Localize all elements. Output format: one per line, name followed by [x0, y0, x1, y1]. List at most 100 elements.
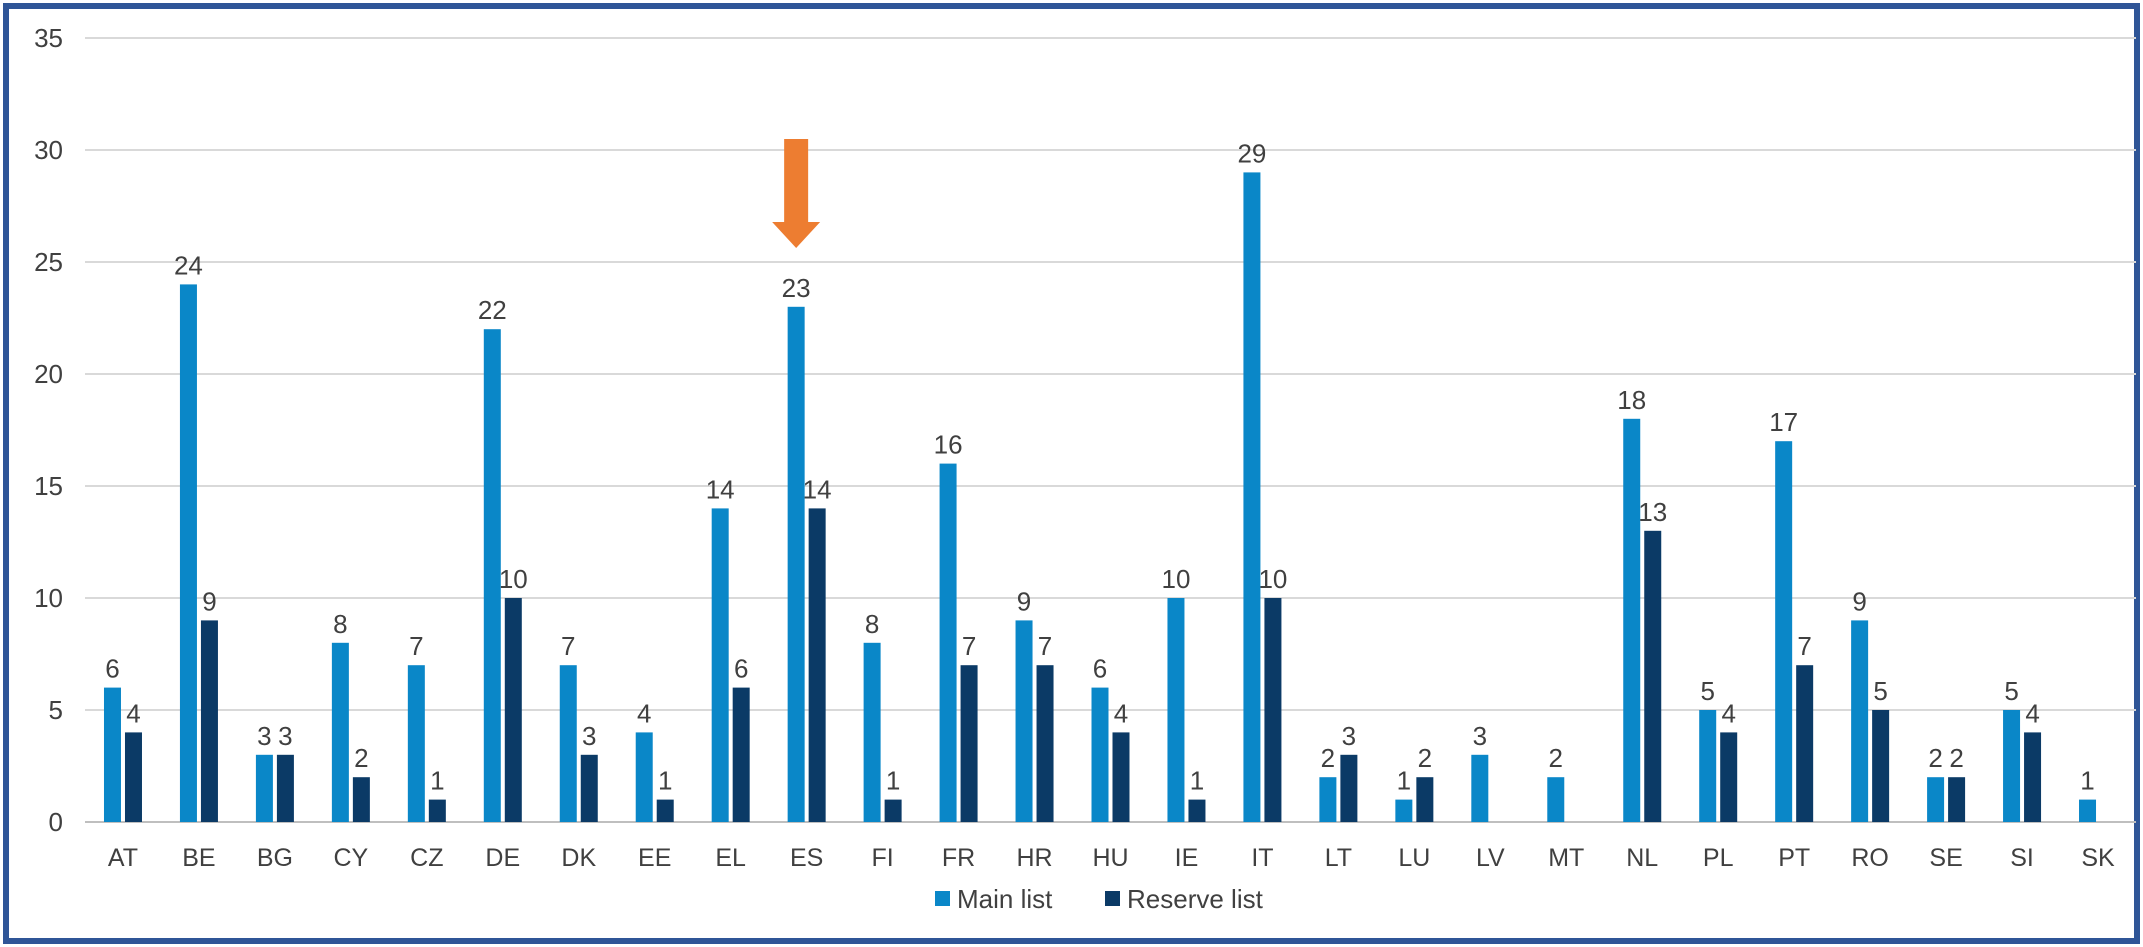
data-label: 6	[105, 654, 119, 684]
bar-reserve-list	[732, 687, 750, 822]
bar-main-list	[1547, 777, 1565, 822]
bar-main-list	[407, 665, 425, 822]
bar-reserve-list	[200, 620, 218, 822]
bar-main-list	[103, 687, 121, 822]
data-label: 4	[2025, 698, 2039, 728]
bar-main-list	[863, 642, 881, 822]
bar-reserve-list	[1188, 799, 1206, 822]
bar-reserve-list	[428, 799, 446, 822]
bar-main-list	[1091, 687, 1109, 822]
bar-main-list	[483, 329, 501, 822]
x-tick-label: FR	[942, 844, 975, 872]
x-tick-label: IE	[1175, 844, 1199, 872]
data-label: 4	[1721, 698, 1735, 728]
y-tick-label: 20	[34, 359, 63, 389]
data-label: 9	[1852, 586, 1866, 616]
highlight-arrow-icon	[772, 139, 821, 248]
x-tick-label: IT	[1251, 844, 1273, 872]
x-tick-label: LV	[1476, 844, 1505, 872]
data-label: 7	[962, 631, 976, 661]
data-label: 2	[1549, 743, 1563, 773]
bar-main-list	[255, 754, 273, 822]
bar-reserve-list	[656, 799, 674, 822]
y-tick-label: 25	[34, 247, 63, 277]
bar-main-list	[787, 306, 805, 822]
bar-main-list	[2079, 799, 2097, 822]
y-tick-label: 0	[49, 807, 63, 837]
data-label: 2	[1321, 743, 1335, 773]
data-label: 1	[1397, 766, 1411, 796]
data-label: 3	[582, 721, 596, 751]
data-label: 3	[278, 721, 292, 751]
x-tick-label: AT	[108, 844, 138, 872]
x-tick-label: BE	[182, 844, 215, 872]
bar-main-list	[1243, 172, 1261, 822]
legend-label: Main list	[957, 884, 1053, 914]
bar-reserve-list	[1644, 530, 1662, 822]
data-label: 6	[734, 654, 748, 684]
x-tick-label: EL	[715, 844, 746, 872]
x-tick-label: BG	[257, 844, 293, 872]
data-label: 7	[1038, 631, 1052, 661]
data-label: 8	[865, 609, 879, 639]
data-label: 9	[202, 586, 216, 616]
x-tick-label: SK	[2081, 844, 2115, 872]
bar-reserve-list	[1036, 665, 1054, 822]
legend-label: Reserve list	[1127, 884, 1264, 914]
y-tick-label: 15	[34, 471, 63, 501]
y-tick-label: 35	[34, 23, 63, 53]
data-label: 18	[1617, 385, 1646, 415]
data-label: 10	[1162, 564, 1191, 594]
data-label: 3	[257, 721, 271, 751]
bar-reserve-list	[1416, 777, 1434, 822]
bar-reserve-list	[1872, 710, 1890, 822]
x-tick-label: NL	[1626, 844, 1658, 872]
data-label: 1	[2080, 766, 2094, 796]
data-label: 14	[706, 474, 735, 504]
bar-reserve-list	[884, 799, 902, 822]
x-tick-label: SE	[1929, 844, 1962, 872]
x-tick-label: FI	[872, 844, 894, 872]
bar-main-list	[1471, 754, 1489, 822]
bar-reserve-list	[1112, 732, 1130, 822]
data-label: 29	[1237, 138, 1266, 168]
bar-main-list	[1395, 799, 1413, 822]
data-label: 1	[430, 766, 444, 796]
bar-reserve-list	[1796, 665, 1814, 822]
legend-swatch	[935, 891, 950, 906]
data-label: 5	[2004, 676, 2018, 706]
bar-main-list	[1699, 710, 1717, 822]
x-tick-label: CZ	[410, 844, 443, 872]
bar-main-list	[1623, 418, 1641, 822]
x-tick-label: LT	[1325, 844, 1352, 872]
y-tick-label: 5	[49, 695, 63, 725]
bar-main-list	[711, 508, 729, 822]
bar-main-list	[559, 665, 577, 822]
data-label: 7	[561, 631, 575, 661]
bar-reserve-list	[1340, 754, 1358, 822]
x-tick-label: EE	[638, 844, 671, 872]
x-tick-label: CY	[334, 844, 369, 872]
x-tick-label: HR	[1016, 844, 1052, 872]
data-label: 2	[1949, 743, 1963, 773]
bar-main-list	[635, 732, 653, 822]
y-tick-label: 10	[34, 583, 63, 613]
data-label: 1	[658, 766, 672, 796]
x-tick-label: DE	[485, 844, 520, 872]
data-label: 6	[1093, 654, 1107, 684]
data-label: 4	[637, 698, 651, 728]
data-label: 9	[1017, 586, 1031, 616]
data-label: 4	[1114, 698, 1128, 728]
x-tick-label: HU	[1092, 844, 1128, 872]
y-tick-label: 30	[34, 135, 63, 165]
data-label: 17	[1769, 407, 1798, 437]
bar-reserve-list	[276, 754, 294, 822]
bar-main-list	[1851, 620, 1869, 822]
data-label: 22	[478, 295, 507, 325]
bar-main-list	[939, 463, 957, 822]
x-tick-label: PT	[1778, 844, 1810, 872]
bar-reserve-list	[2024, 732, 2042, 822]
bar-main-list	[1167, 598, 1185, 822]
legend-swatch	[1105, 891, 1120, 906]
